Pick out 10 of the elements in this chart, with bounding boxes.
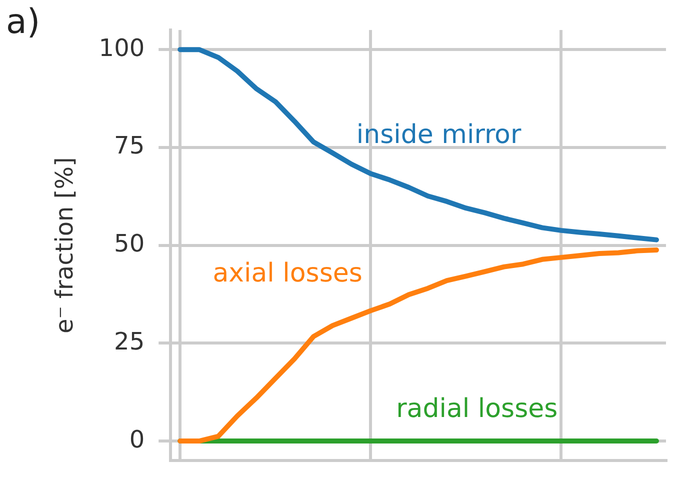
y-axis-title: e⁻ fraction [%]: [50, 157, 79, 334]
series-label: axial losses: [212, 258, 362, 288]
y-tick-label: 50: [114, 230, 145, 258]
y-tick-label: 100: [98, 34, 145, 62]
series-label: radial losses: [396, 394, 558, 424]
chart-title: a): [6, 2, 40, 42]
y-tick-label: 0: [129, 425, 145, 454]
series-label: inside mirror: [356, 120, 522, 150]
y-tick-label: 25: [114, 327, 145, 356]
y-tick-label: 75: [114, 132, 145, 160]
